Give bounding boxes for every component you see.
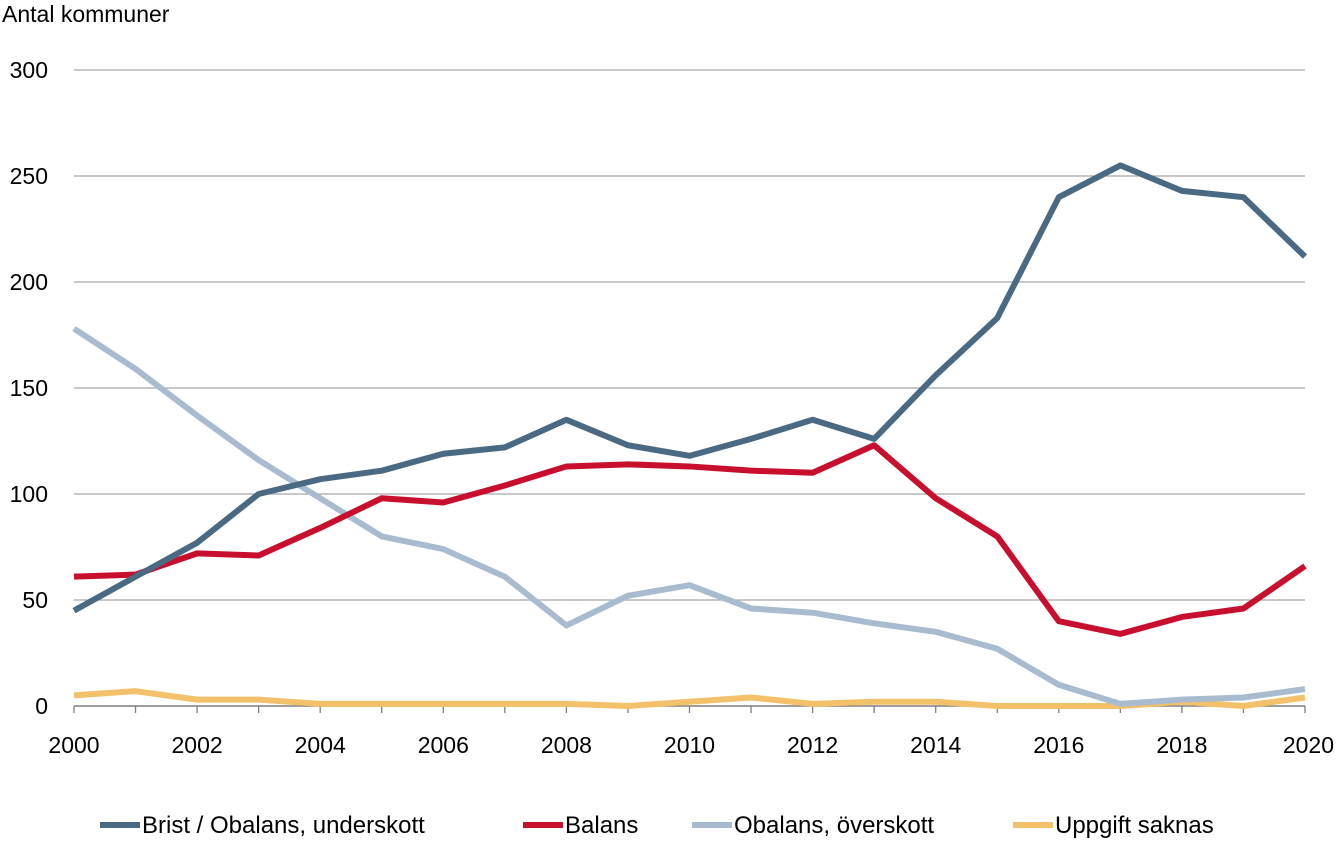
x-tick-label: 2004 (295, 732, 346, 758)
x-tick-label: 2020 (1283, 732, 1334, 758)
x-tick-label: 2012 (787, 732, 838, 758)
series-line-2 (72, 326, 1306, 707)
y-tick-label: 150 (10, 375, 48, 401)
series-line-1 (73, 442, 1307, 637)
y-tick-label: 100 (10, 481, 48, 507)
legend-label-2: Obalans, överskott (734, 812, 934, 839)
legend-label-1: Balans (565, 812, 638, 839)
y-tick-label: 300 (10, 57, 48, 83)
series-line-0 (72, 162, 1308, 614)
x-tick-label: 2014 (910, 732, 961, 758)
series-line-3 (73, 688, 1306, 709)
y-tick-labels: 0 50 100 150 200 250 300 (10, 57, 48, 719)
y-tick-label: 50 (22, 587, 48, 613)
x-tick-label: 2006 (418, 732, 469, 758)
legend-label-0: Brist / Obalans, underskott (142, 812, 425, 839)
y-tick-label: 200 (10, 269, 48, 295)
x-tick-label: 2018 (1156, 732, 1207, 758)
x-tick-label: 2016 (1033, 732, 1084, 758)
x-tick-label: 2010 (664, 732, 715, 758)
y-tick-label: 0 (35, 693, 48, 719)
gridlines (74, 69, 1305, 601)
y-axis-label: Antal kommuner (2, 1, 170, 27)
x-tick-labels: 2000 2002 2004 2006 2008 2010 2012 2014 2016 2018… (48, 732, 1334, 758)
legend: Brist / Obalans, underskott Balans Obalans… (100, 812, 1214, 839)
y-tick-label: 250 (10, 163, 48, 189)
x-tick-label: 2008 (541, 732, 592, 758)
x-tick-label: 2002 (172, 732, 223, 758)
x-tick-label: 2000 (48, 732, 99, 758)
legend-label-3: Uppgift saknas (1055, 812, 1214, 839)
series-lines (72, 162, 1308, 709)
